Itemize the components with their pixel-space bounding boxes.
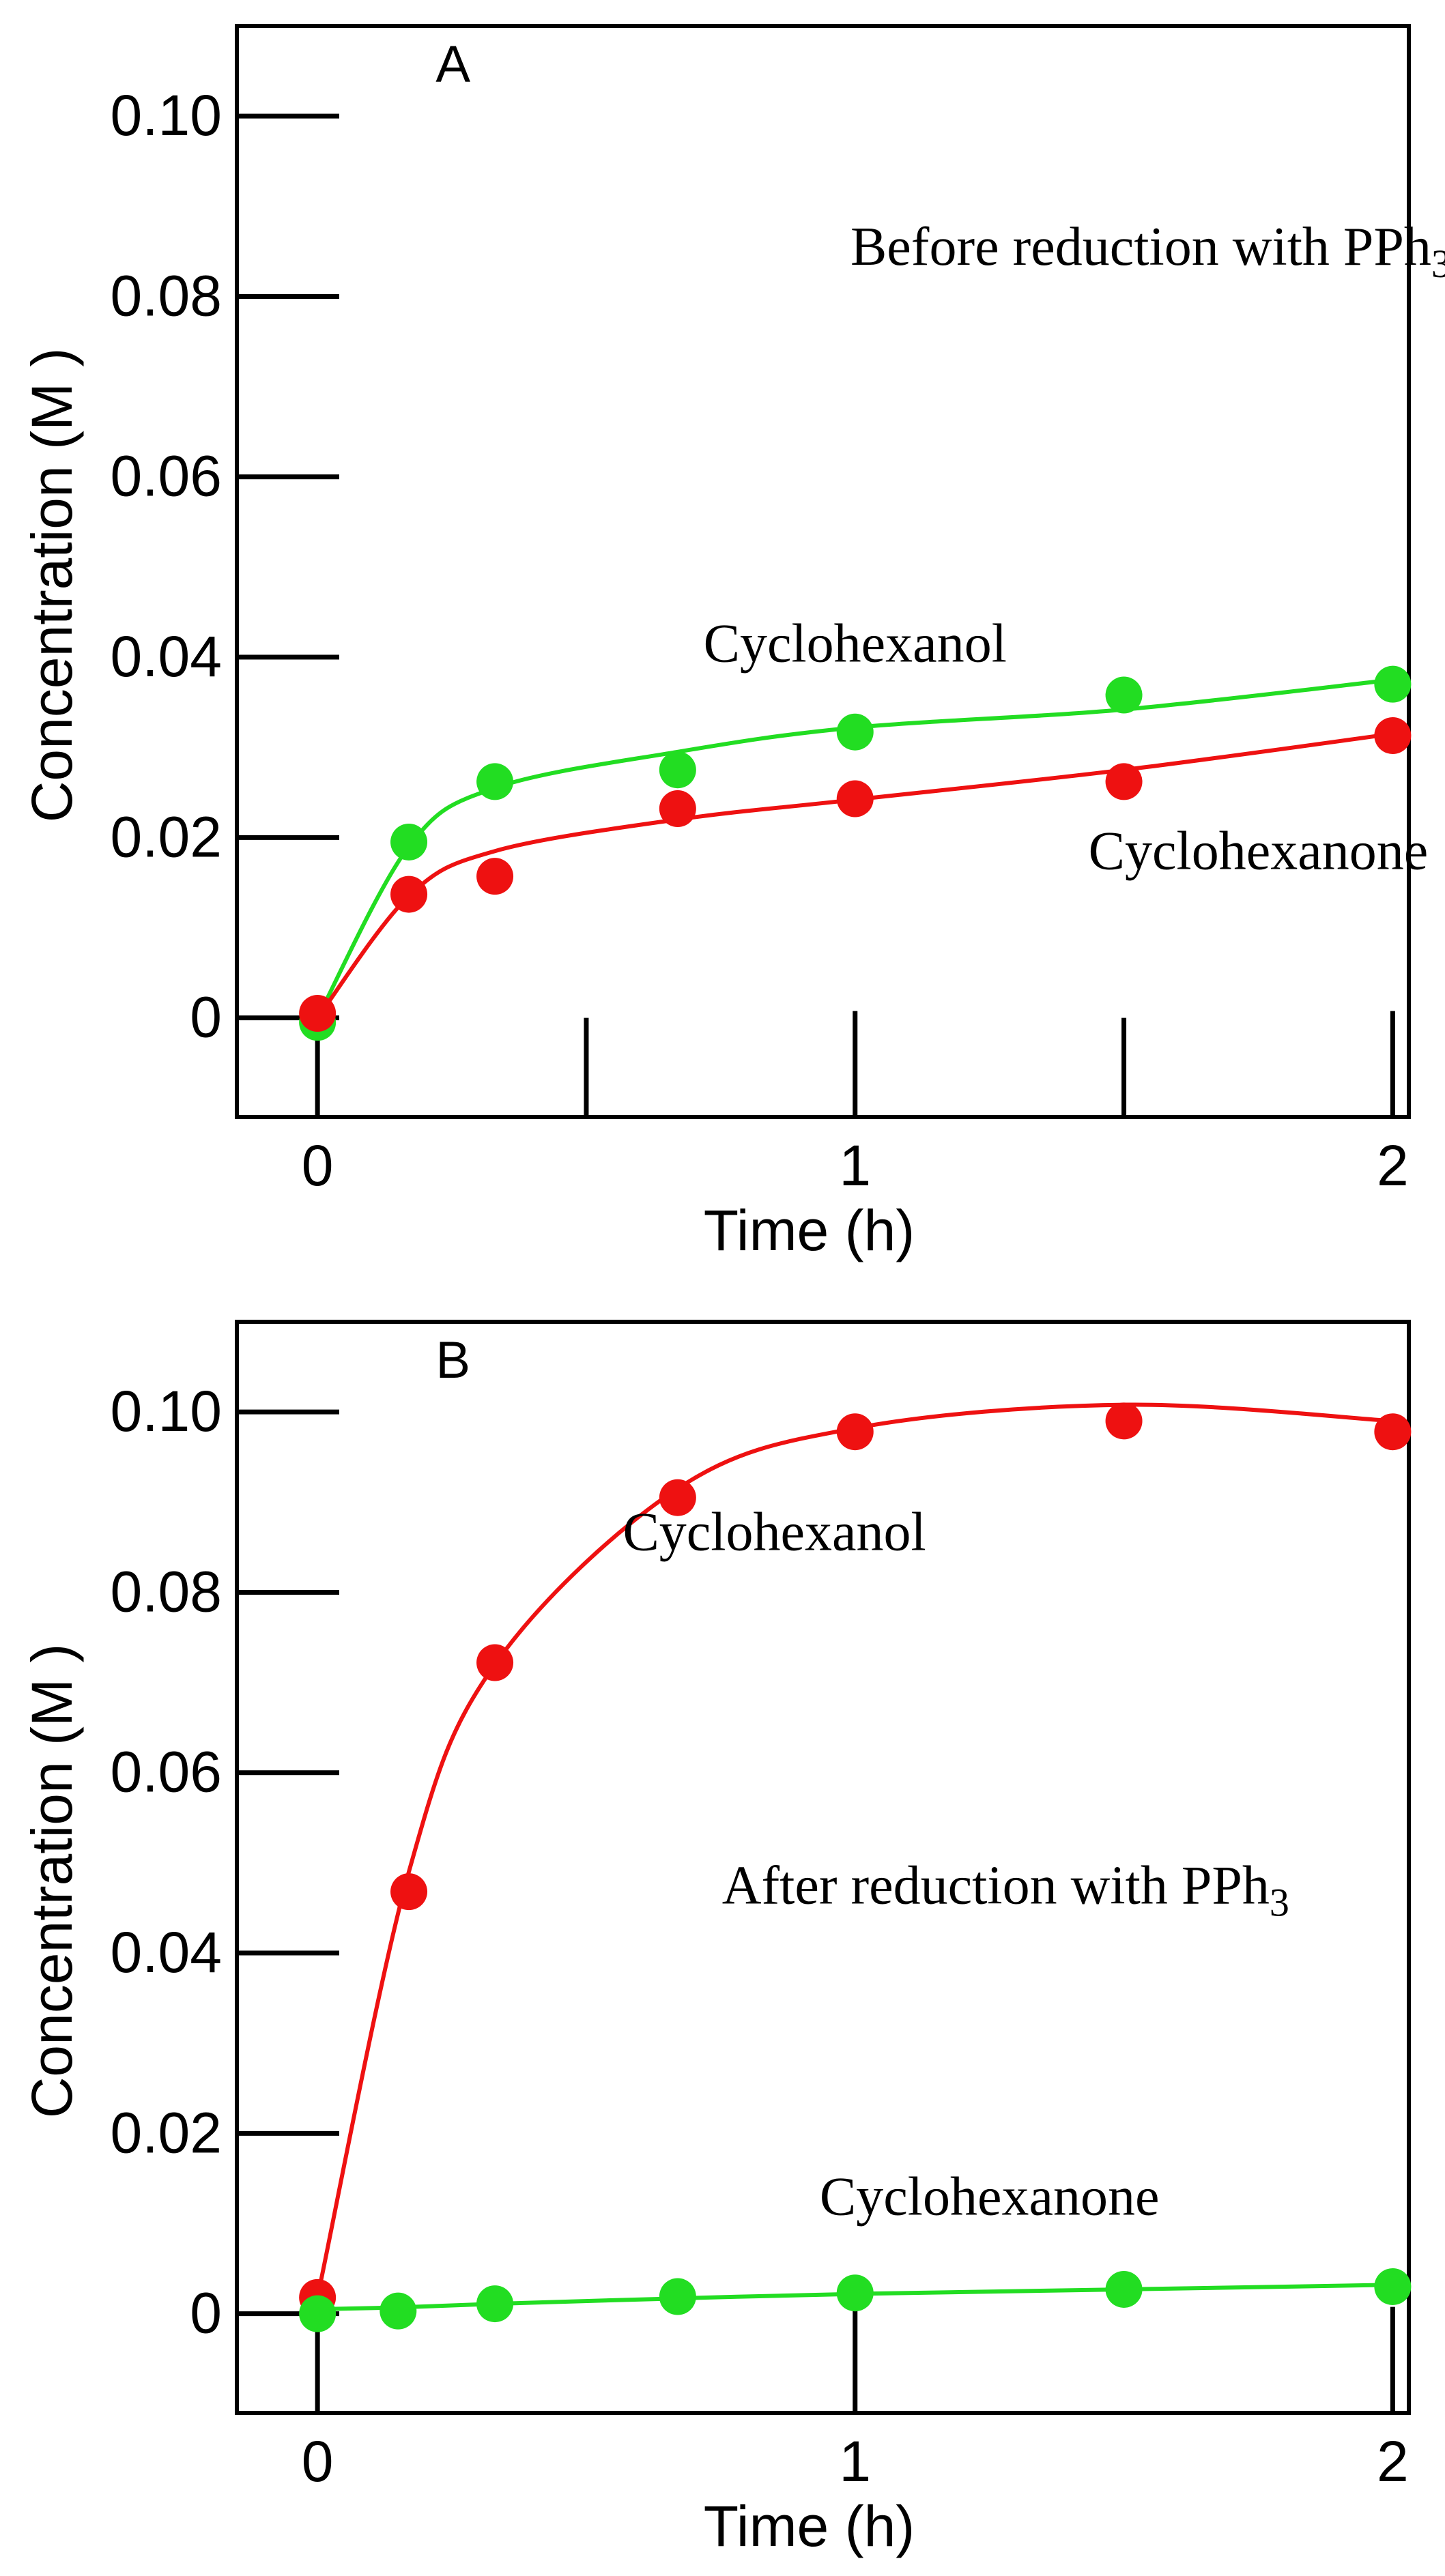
data-point-cyclohexanone [299,2295,337,2332]
condition-annotation: After reduction with PPh3 [722,1855,1289,1924]
data-point-cyclohexanone [836,2274,874,2312]
y-tick-label: 0.10 [111,83,223,147]
y-tick-label: 0.06 [111,444,223,508]
panel-letter-b: B [435,1331,470,1389]
data-point-cyclohexanone [1374,2268,1412,2305]
x-tick-label: 0 [302,1133,334,1198]
y-tick-label: 0.08 [111,263,223,328]
data-point-cyclohexanone [836,780,874,817]
data-point-cyclohexanone [390,875,428,913]
y-tick-label: 0 [190,985,222,1050]
data-point-cyclohexanol [659,1479,696,1516]
data-point-cyclohexanone [659,2278,696,2315]
data-point-cyclohexanone [1374,717,1412,755]
data-point-cyclohexanol [1374,665,1412,703]
y-tick-label: 0.02 [111,2100,223,2165]
panel-letter-a: A [435,35,470,93]
annotation-subscript: 3 [1270,1880,1289,1924]
annotation-main-text: After reduction with PPh [722,1855,1270,1915]
data-point-cyclohexanol [390,823,428,860]
data-point-cyclohexanol [1105,1402,1143,1440]
x-tick-label: 2 [1377,1133,1409,1198]
data-point-cyclohexanone [476,858,514,895]
data-point-cyclohexanone [1105,2270,1143,2308]
data-point-cyclohexanol [476,1644,514,1681]
x-tick-label: 1 [839,2429,871,2493]
series-label-cyclohexanone: Cyclohexanone [1089,822,1429,882]
data-point-cyclohexanone [380,2292,417,2330]
data-point-cyclohexanone [659,790,696,828]
data-point-cyclohexanone [476,2285,514,2323]
y-tick-label: 0.02 [111,805,223,869]
y-axis-label: Concentration (M ) [20,348,84,823]
y-tick-label: 0.08 [111,1559,223,1623]
data-point-cyclohexanone [299,995,337,1032]
data-point-cyclohexanol [390,1873,428,1911]
plot-frame [235,1320,1411,2415]
data-point-cyclohexanone [1105,763,1143,800]
data-point-cyclohexanol [476,763,514,800]
series-label-cyclohexanone: Cyclohexanone [820,2167,1160,2227]
condition-annotation: Before reduction with PPh3 [850,217,1445,286]
series-label-cyclohexanol: Cyclohexanol [623,1502,926,1562]
x-tick-label: 2 [1377,2429,1409,2493]
panel-a: 0 0.02 0.04 0.06 0.08 0.10 0 1 2 Time (h) Concentr… [20,24,1445,1262]
x-tick-label: 0 [302,2429,334,2493]
series-label-cyclohexanol: Cyclohexanol [704,614,1007,674]
x-axis-label: Time (h) [704,1198,915,1262]
y-tick-label: 0.10 [111,1379,223,1443]
x-axis-label: Time (h) [704,2494,915,2558]
y-tick-label: 0.04 [111,624,223,689]
y-tick-label: 0.04 [111,1920,223,1984]
data-point-cyclohexanol [836,1413,874,1451]
data-point-cyclohexanol [1105,676,1143,714]
data-point-cyclohexanol [836,713,874,751]
y-axis-label: Concentration (M ) [20,1644,84,2119]
x-tick-label: 1 [839,1133,871,1198]
annotation-main-text: Before reduction with PPh [850,217,1431,277]
fit-curve-cyclohexanone [317,2283,1393,2311]
data-point-cyclohexanol [1374,1413,1412,1451]
y-tick-label: 0 [190,2281,222,2345]
annotation-subscript: 3 [1431,242,1445,286]
data-point-cyclohexanol [659,751,696,789]
plot-frame [235,24,1411,1119]
y-tick-label: 0.06 [111,1740,223,1804]
panel-b: 0 0.02 0.04 0.06 0.08 0.10 0 1 2 Time (h) Concentr… [20,1320,1412,2558]
